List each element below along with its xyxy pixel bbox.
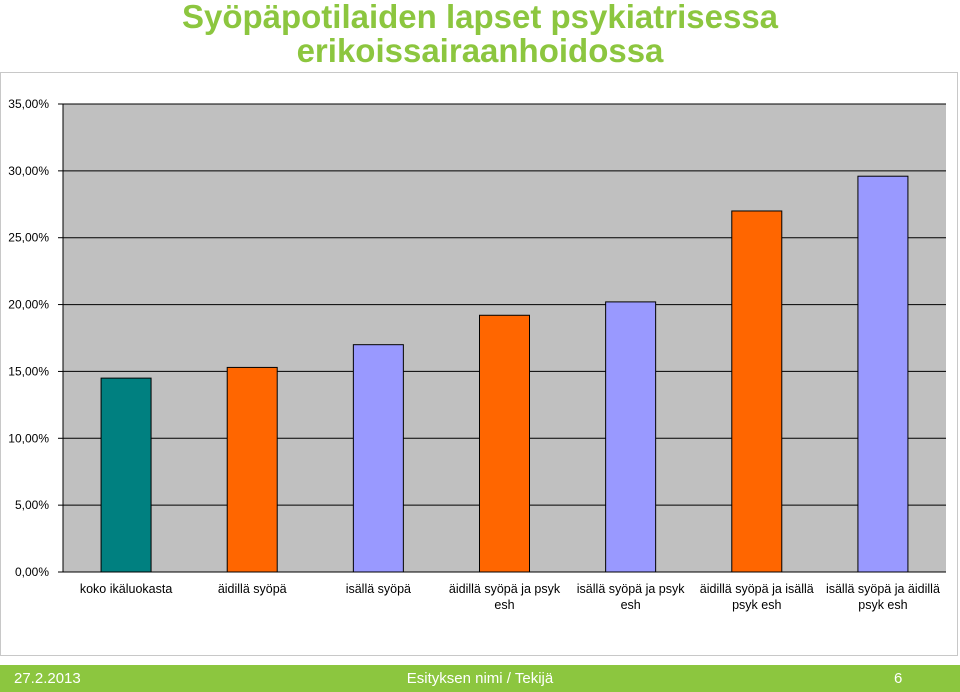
bar [100,377,152,573]
footer-page-number: 6 [894,670,903,687]
x-tick-label: isällä syöpä [346,582,411,596]
bar [479,314,530,573]
x-tick-label: psyk esh [858,598,907,612]
y-tick-label: 30,00% [8,164,49,178]
bar [857,175,909,573]
x-tick-label: isällä syöpä ja psyk [577,582,685,596]
x-tick-label: esh [494,598,514,612]
bar [226,366,278,573]
y-tick-label: 10,00% [8,431,49,445]
slide-title-line-2: erikoissairaanhoidossa [296,32,664,69]
x-tick-label: äidillä syöpä [218,582,287,596]
y-tick-label: 20,00% [8,298,49,312]
slide-title: Syöpäpotilaiden lapset psykiatrisessa er… [0,0,960,68]
y-tick-label: 15,00% [8,364,49,378]
x-tick-label: isällä syöpä ja äidillä [826,582,940,596]
bar-chart: 0,00% 5,00% 10,00% 15,00% 20,00% 25,00% 30,00%… [8,97,946,612]
bar [731,210,783,573]
y-tick-label: 35,00% [8,97,49,111]
footer-presentation-name: Esityksen nimi / Tekijä [406,670,554,687]
y-tick-label: 5,00% [15,498,49,512]
x-tick-label: esh [621,598,641,612]
x-tick-label: äidillä syöpä ja psyk [449,582,561,596]
x-tick-label: koko ikäluokasta [80,582,172,596]
footer-date: 27.2.2013 [14,670,81,687]
bar [352,344,404,573]
chart-area: 0,00% 5,00% 10,00% 15,00% 20,00% 25,00% 30,00%… [0,72,958,656]
slide-footer: 27.2.2013 Esityksen nimi / Tekijä 6 [0,665,960,692]
x-tick-label: äidillä syöpä ja isällä [700,582,814,596]
slide-title-line-1: Syöpäpotilaiden lapset psykiatrisessa [181,0,779,35]
y-tick-label: 25,00% [8,231,49,245]
bar [605,301,657,573]
y-tick-label: 0,00% [15,565,49,579]
x-tick-label: psyk esh [732,598,781,612]
